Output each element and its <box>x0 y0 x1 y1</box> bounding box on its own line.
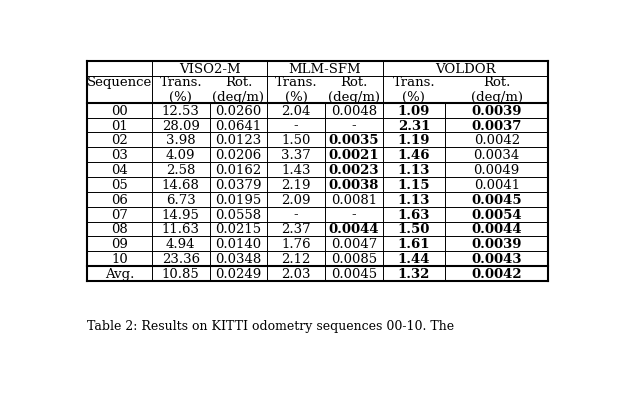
Text: 0.0085: 0.0085 <box>330 253 377 265</box>
Text: 2.31: 2.31 <box>397 119 430 132</box>
Text: 03: 03 <box>111 149 128 162</box>
Text: 1.46: 1.46 <box>397 149 430 162</box>
Text: 0.0260: 0.0260 <box>215 104 262 117</box>
Text: 1.13: 1.13 <box>397 164 430 176</box>
Text: 01: 01 <box>111 119 128 132</box>
Text: 2.37: 2.37 <box>281 223 311 236</box>
Text: 0.0162: 0.0162 <box>215 164 262 176</box>
Text: 1.50: 1.50 <box>397 223 430 236</box>
Text: 2.09: 2.09 <box>281 193 311 206</box>
Text: 0.0081: 0.0081 <box>330 193 377 206</box>
Text: 2.19: 2.19 <box>281 178 311 191</box>
Text: -: - <box>352 119 356 132</box>
Text: Table 2: Results on KITTI odometry sequences 00-10. The: Table 2: Results on KITTI odometry seque… <box>87 320 454 332</box>
Text: 14.68: 14.68 <box>162 178 200 191</box>
Text: 6.73: 6.73 <box>166 193 196 206</box>
Text: 1.13: 1.13 <box>397 193 430 206</box>
Text: 1.19: 1.19 <box>397 134 430 147</box>
Text: 0.0034: 0.0034 <box>474 149 520 162</box>
Text: Trans.
(%): Trans. (%) <box>159 76 202 104</box>
Text: 11.63: 11.63 <box>162 223 200 236</box>
Text: 0.0379: 0.0379 <box>215 178 262 191</box>
Text: 0.0140: 0.0140 <box>215 238 262 251</box>
Text: 1.15: 1.15 <box>397 178 430 191</box>
Text: 0.0023: 0.0023 <box>329 164 379 176</box>
Text: 10: 10 <box>111 253 128 265</box>
Text: 1.61: 1.61 <box>397 238 430 251</box>
Text: 04: 04 <box>111 164 128 176</box>
Text: Trans.
(%): Trans. (%) <box>275 76 317 104</box>
Text: 0.0038: 0.0038 <box>329 178 379 191</box>
Text: -: - <box>352 208 356 221</box>
Text: 2.12: 2.12 <box>281 253 311 265</box>
Text: 0.0042: 0.0042 <box>474 134 520 147</box>
Text: 00: 00 <box>111 104 128 117</box>
Text: 0.0249: 0.0249 <box>215 267 262 280</box>
Text: 08: 08 <box>111 223 128 236</box>
Text: 3.98: 3.98 <box>166 134 196 147</box>
Text: 0.0048: 0.0048 <box>330 104 377 117</box>
Text: 05: 05 <box>111 178 128 191</box>
Text: 0.0043: 0.0043 <box>471 253 522 265</box>
Text: 4.09: 4.09 <box>166 149 195 162</box>
Text: 0.0037: 0.0037 <box>472 119 522 132</box>
Text: 0.0041: 0.0041 <box>474 178 520 191</box>
Text: Avg.: Avg. <box>105 267 135 280</box>
Text: 09: 09 <box>111 238 128 251</box>
Text: 1.32: 1.32 <box>397 267 430 280</box>
Text: 1.09: 1.09 <box>397 104 430 117</box>
Text: 1.44: 1.44 <box>397 253 430 265</box>
Text: 28.09: 28.09 <box>162 119 200 132</box>
Text: 0.0206: 0.0206 <box>215 149 262 162</box>
Text: 0.0348: 0.0348 <box>215 253 262 265</box>
Text: 0.0047: 0.0047 <box>330 238 377 251</box>
Text: 0.0123: 0.0123 <box>215 134 262 147</box>
Text: 2.03: 2.03 <box>281 267 311 280</box>
Text: 1.50: 1.50 <box>281 134 311 147</box>
Text: 0.0641: 0.0641 <box>215 119 262 132</box>
Text: 0.0054: 0.0054 <box>471 208 522 221</box>
Text: Rot.
(deg/m): Rot. (deg/m) <box>213 76 265 104</box>
Text: 0.0021: 0.0021 <box>329 149 379 162</box>
Text: 02: 02 <box>111 134 128 147</box>
Text: 12.53: 12.53 <box>162 104 200 117</box>
Text: 0.0045: 0.0045 <box>330 267 377 280</box>
Text: 0.0195: 0.0195 <box>215 193 262 206</box>
Text: 0.0044: 0.0044 <box>329 223 379 236</box>
Text: Trans.
(%): Trans. (%) <box>392 76 435 104</box>
Text: 4.94: 4.94 <box>166 238 195 251</box>
Text: 0.0044: 0.0044 <box>471 223 522 236</box>
Text: VISO2-M: VISO2-M <box>179 63 241 76</box>
Text: 1.76: 1.76 <box>281 238 311 251</box>
Text: VOLDOR: VOLDOR <box>435 63 496 76</box>
Text: 1.43: 1.43 <box>281 164 311 176</box>
Text: Sequence: Sequence <box>87 76 152 89</box>
Text: 0.0045: 0.0045 <box>471 193 522 206</box>
Text: 0.0039: 0.0039 <box>471 104 522 117</box>
Text: 0.0215: 0.0215 <box>215 223 262 236</box>
Text: Rot.
(deg/m): Rot. (deg/m) <box>328 76 380 104</box>
Text: Rot.
(deg/m): Rot. (deg/m) <box>471 76 523 104</box>
Text: -: - <box>294 119 298 132</box>
Text: 0.0035: 0.0035 <box>329 134 379 147</box>
Text: 0.0558: 0.0558 <box>215 208 262 221</box>
Text: 14.95: 14.95 <box>162 208 200 221</box>
Text: 2.58: 2.58 <box>166 164 195 176</box>
Text: 0.0049: 0.0049 <box>474 164 520 176</box>
Text: 2.04: 2.04 <box>281 104 311 117</box>
Text: 0.0039: 0.0039 <box>471 238 522 251</box>
Text: 1.63: 1.63 <box>397 208 430 221</box>
Text: 0.0042: 0.0042 <box>471 267 522 280</box>
Text: MLM-SFM: MLM-SFM <box>289 63 361 76</box>
Text: 06: 06 <box>111 193 128 206</box>
Text: 07: 07 <box>111 208 128 221</box>
Text: 10.85: 10.85 <box>162 267 200 280</box>
Text: 3.37: 3.37 <box>281 149 311 162</box>
Text: -: - <box>294 208 298 221</box>
Text: 23.36: 23.36 <box>162 253 200 265</box>
